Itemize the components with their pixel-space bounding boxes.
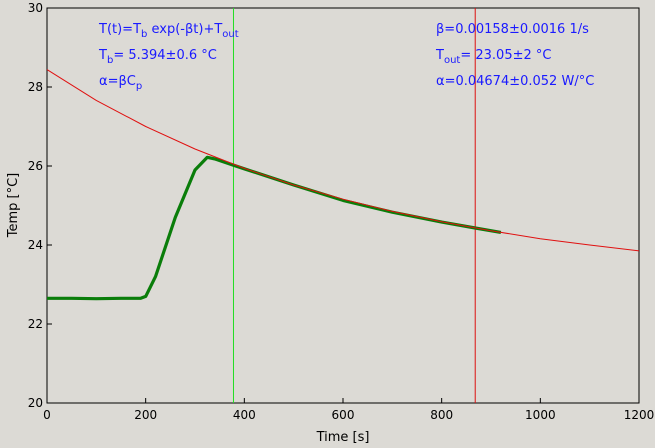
x-tick-label: 200 [134,408,157,422]
cursor-lines [232,8,476,403]
plot-area [46,7,640,404]
annotation-tb: Tb= 5.394±0.6 °C [98,48,217,66]
x-axis-label: Time [s] [316,430,370,445]
x-tick-label: 800 [430,408,453,422]
y-tick-label: 30 [28,1,43,15]
y-tick-label: 26 [28,159,43,173]
annotation-tout: Tout= 23.05±2 °C [435,48,551,66]
data-series [46,69,640,301]
x-tick-label: 1200 [624,408,655,422]
annotation-alpha: α=0.04674±0.052 W/°C [436,74,594,89]
y-axis-label: Temp [°C] [6,173,21,239]
x-tick-label: 1000 [525,408,556,422]
y-tick-label: 24 [28,238,43,252]
fit-curve-line [46,69,640,252]
y-tick-label: 22 [28,317,43,331]
y-tick-label: 28 [28,80,43,94]
x-tick-label: 0 [43,408,51,422]
x-axis-ticks: 0 200 400 600 800 1000 1200 [43,398,654,422]
measured-temperature-line [47,155,502,301]
annotation-model: T(t)=Tb exp(-βt)+Tout [98,22,239,40]
annotation-beta: β=0.00158±0.0016 1/s [436,22,589,37]
y-tick-label: 20 [28,396,43,410]
x-tick-label: 600 [332,408,355,422]
y-axis-ticks: 20 22 24 26 28 30 [28,1,52,410]
annotation-alpha-definition: α=βCp [99,74,142,92]
x-tick-label: 400 [233,408,256,422]
